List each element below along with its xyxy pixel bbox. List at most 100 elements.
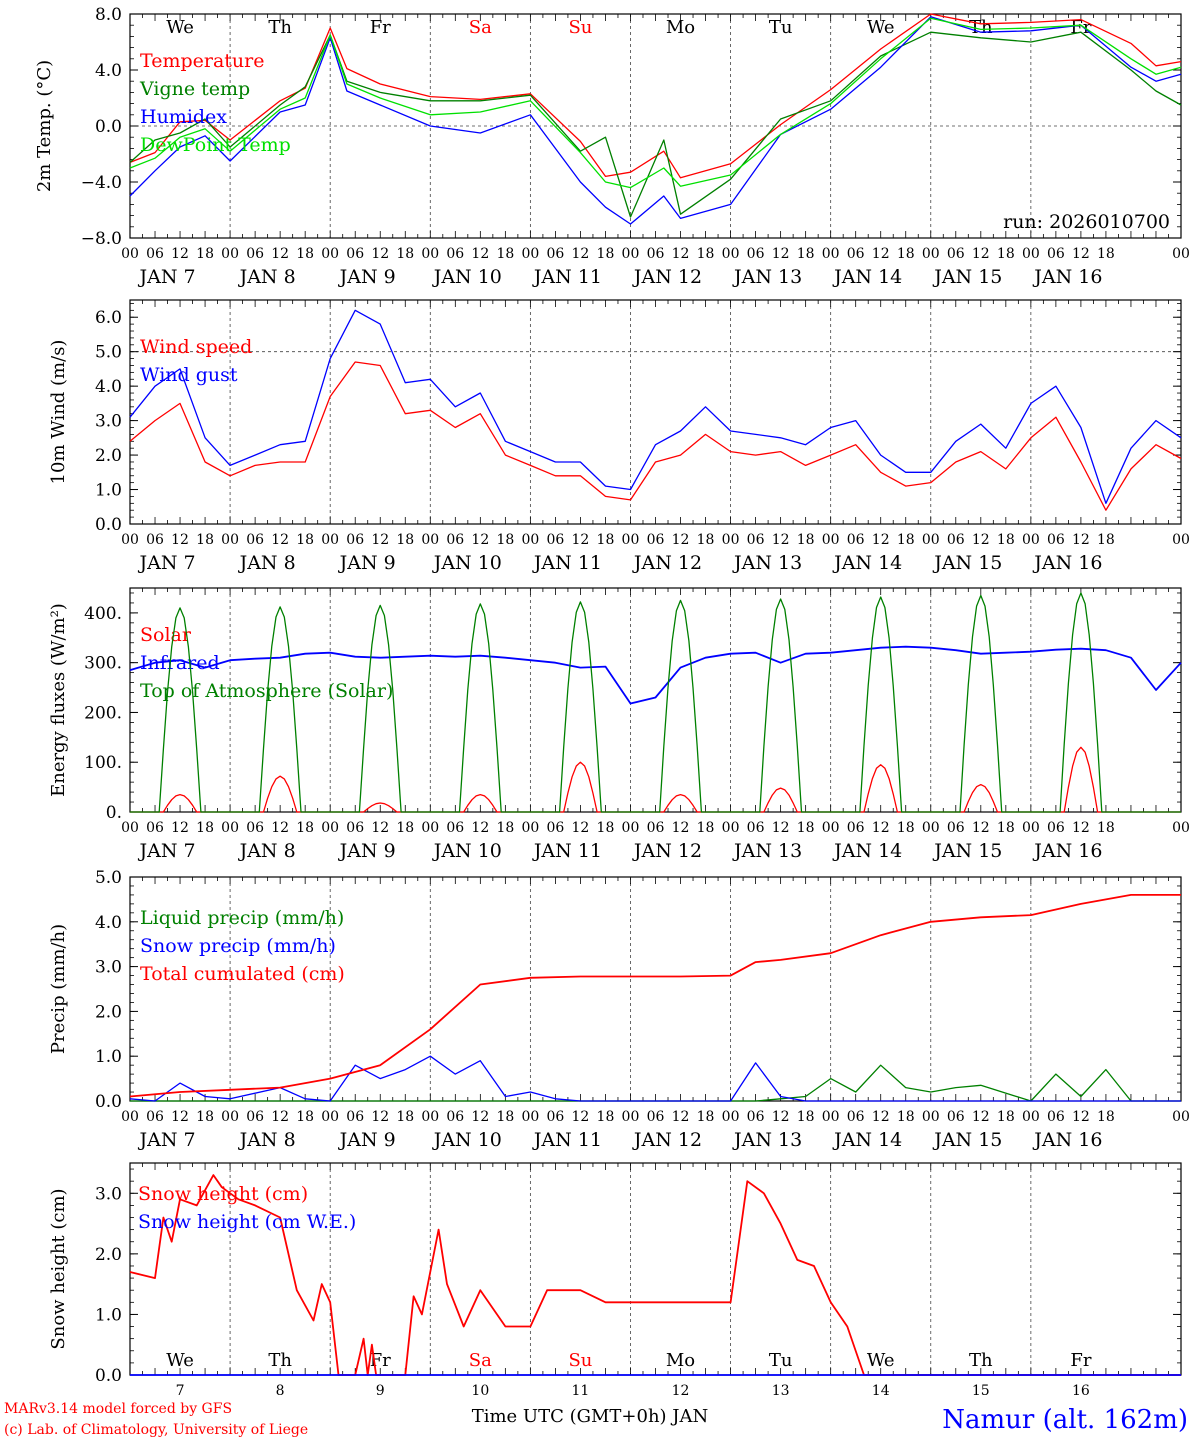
legend-entry: Top of Atmosphere (Solar) (140, 680, 393, 702)
series-line-top-of-atmosphere-solar- (130, 592, 1181, 813)
hour-label: 12 (371, 246, 389, 262)
hour-label: 06 (747, 820, 765, 836)
hour-label: 18 (697, 532, 715, 548)
hour-label: 06 (847, 1109, 865, 1125)
hour-label: 06 (446, 820, 464, 836)
hour-label: 12 (471, 246, 489, 262)
hour-label: 18 (597, 1109, 615, 1125)
weekday-label: We (166, 1350, 194, 1371)
hour-label: 18 (396, 246, 414, 262)
hour-label: 00 (722, 532, 740, 548)
day-number-label: 15 (972, 1383, 990, 1399)
hour-label: 00 (822, 532, 840, 548)
y-tick-label: 5.0 (95, 868, 122, 888)
hour-label: 18 (897, 820, 915, 836)
date-label: JAN 10 (432, 266, 502, 288)
hour-label: 18 (296, 1109, 314, 1125)
y-tick-label: 0.0 (95, 1366, 122, 1386)
hour-label: 12 (772, 1109, 790, 1125)
hour-label: 12 (171, 820, 189, 836)
hour-label: 18 (296, 246, 314, 262)
hour-label: 00 (1022, 532, 1040, 548)
hour-label: 00 (321, 532, 339, 548)
y-tick-label: 400. (84, 604, 122, 624)
hour-label: 06 (446, 532, 464, 548)
hour-label: 12 (772, 246, 790, 262)
y-tick-label: 2.0 (95, 446, 122, 466)
weekday-label: We (867, 1350, 895, 1371)
date-label: JAN 15 (932, 552, 1002, 574)
hour-label: 06 (1047, 820, 1065, 836)
hour-label: 06 (947, 246, 965, 262)
hour-label: 18 (697, 246, 715, 262)
hour-label: 06 (747, 246, 765, 262)
hour-label: 06 (647, 246, 665, 262)
series-line-solar (130, 746, 1181, 813)
y-tick-label: 4.0 (95, 913, 122, 933)
date-label: JAN 9 (338, 1129, 396, 1151)
weekday-label: Mo (666, 17, 695, 38)
hour-label: 12 (271, 532, 289, 548)
hour-label: 18 (496, 532, 514, 548)
date-label: JAN 10 (432, 840, 502, 862)
y-tick-label: 0. (106, 803, 122, 823)
hour-label: 18 (296, 532, 314, 548)
weekday-label: Tu (769, 17, 793, 38)
hour-label: 00 (1172, 246, 1190, 262)
hour-label: 18 (1097, 532, 1115, 548)
hour-label: 06 (1047, 1109, 1065, 1125)
hour-label: 06 (947, 1109, 965, 1125)
series-line-dewpoint-temp (129, 17, 1182, 189)
date-label: JAN 10 (432, 1129, 502, 1151)
hour-label: 00 (922, 532, 940, 548)
plot-frame (129, 299, 1182, 525)
day-number-label: 8 (276, 1383, 285, 1399)
legend-entry: Temperature (140, 50, 264, 72)
date-label: JAN 13 (732, 1129, 802, 1151)
hour-label: 12 (572, 246, 590, 262)
hour-label: 00 (221, 246, 239, 262)
date-label: JAN 9 (338, 840, 396, 862)
legend-entry: Total cumulated (cm) (140, 963, 345, 985)
hour-label: 00 (121, 1109, 139, 1125)
hour-label: 00 (722, 820, 740, 836)
hour-label: 06 (747, 532, 765, 548)
weekday-label: We (867, 17, 895, 38)
hour-label: 18 (997, 532, 1015, 548)
hour-label: 12 (872, 246, 890, 262)
hour-label: 12 (171, 246, 189, 262)
hour-label: 12 (672, 246, 690, 262)
hour-label: 18 (997, 1109, 1015, 1125)
y-tick-label: 5.0 (95, 343, 122, 363)
hour-label: 12 (171, 1109, 189, 1125)
date-label: JAN 8 (238, 266, 296, 288)
y-axis-title: 2m Temp. (°C) (34, 60, 55, 192)
run-label: run: 2026010700 (1003, 211, 1170, 233)
hour-label: 00 (121, 532, 139, 548)
hour-label: 00 (822, 246, 840, 262)
hour-label: 06 (346, 246, 364, 262)
date-label: JAN 11 (532, 1129, 602, 1151)
legend-entry: Wind speed (140, 336, 252, 358)
date-label: JAN 9 (338, 266, 396, 288)
day-number-label: 10 (471, 1383, 489, 1399)
y-tick-label: 1.0 (95, 481, 122, 501)
hour-label: 12 (672, 532, 690, 548)
series-line-wind-speed (129, 361, 1182, 511)
hour-label: 12 (672, 820, 690, 836)
hour-label: 12 (371, 820, 389, 836)
legend-entry: Snow height (cm W.E.) (138, 1211, 356, 1233)
y-tick-label: −4.0 (81, 173, 122, 193)
date-label: JAN 7 (137, 1129, 195, 1151)
hour-label: 12 (1072, 1109, 1090, 1125)
series-line-snow-height-cm- (129, 1174, 1181, 1376)
date-label: JAN 14 (832, 840, 902, 862)
y-tick-label: 0.0 (95, 117, 122, 137)
hour-label: 18 (997, 246, 1015, 262)
footer-model: MARv3.14 model forced by GFS (4, 1401, 232, 1417)
date-label: JAN 11 (532, 266, 602, 288)
hour-label: 18 (797, 246, 815, 262)
footer-copyright: (c) Lab. of Climatology, University of L… (4, 1422, 308, 1438)
hour-label: 18 (797, 820, 815, 836)
y-axis-title: 10m Wind (m/s) (48, 340, 69, 485)
